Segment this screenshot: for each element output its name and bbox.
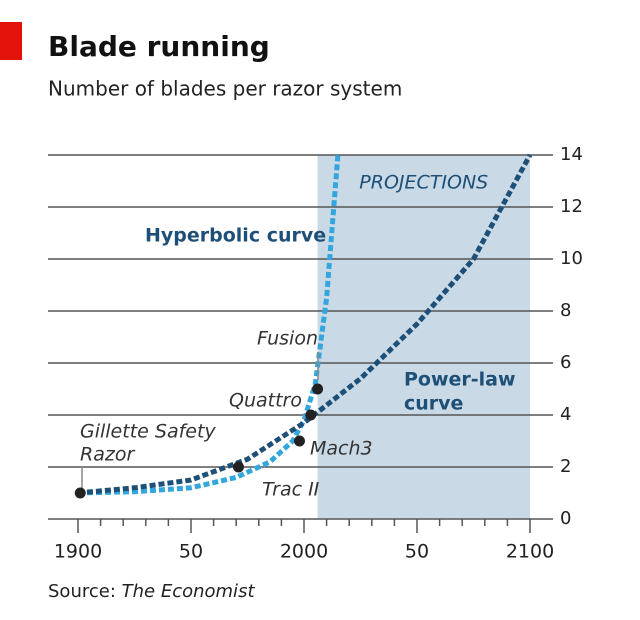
data-point bbox=[293, 435, 305, 447]
source-name: The Economist bbox=[122, 581, 256, 602]
point-label: Gillette Safety bbox=[80, 421, 216, 443]
y-tick-label: 12 bbox=[560, 196, 583, 217]
x-tick-label: 50 bbox=[405, 541, 429, 563]
point-label: Mach3 bbox=[310, 438, 373, 460]
chart-subtitle: Number of blades per razor system bbox=[48, 77, 402, 101]
point-label: Quattro bbox=[229, 390, 302, 412]
series-label: Power-law bbox=[404, 369, 516, 391]
series-label: curve bbox=[404, 393, 463, 415]
point-label: Razor bbox=[80, 444, 135, 466]
series-line bbox=[77, 154, 341, 496]
x-tick-label: 2000 bbox=[280, 541, 328, 563]
red-tag bbox=[0, 22, 22, 60]
y-tick-label: 2 bbox=[560, 456, 571, 477]
y-tick-label: 8 bbox=[560, 300, 571, 321]
x-tick-label: 2100 bbox=[506, 541, 554, 563]
point-label: Trac II bbox=[262, 479, 320, 501]
data-point bbox=[305, 409, 317, 421]
series-label: Hyperbolic curve bbox=[145, 225, 326, 247]
y-tick-label: 6 bbox=[560, 352, 571, 373]
data-point bbox=[312, 383, 324, 395]
source-prefix: Source: bbox=[48, 581, 116, 602]
point-label: Fusion bbox=[257, 328, 318, 350]
series-line bbox=[77, 153, 533, 496]
data-point bbox=[232, 461, 244, 473]
y-tick-label: 10 bbox=[560, 248, 583, 269]
chart-title: Blade running bbox=[48, 30, 270, 63]
projection-label: PROJECTIONS bbox=[359, 172, 488, 194]
source: Source: The Economist bbox=[48, 581, 255, 602]
y-tick-label: 14 bbox=[560, 144, 583, 165]
x-tick-label: 50 bbox=[179, 541, 203, 563]
y-tick-label: 4 bbox=[560, 404, 571, 425]
data-point bbox=[74, 487, 86, 499]
y-tick-label: 0 bbox=[560, 508, 571, 529]
x-tick-label: 1900 bbox=[54, 541, 102, 563]
